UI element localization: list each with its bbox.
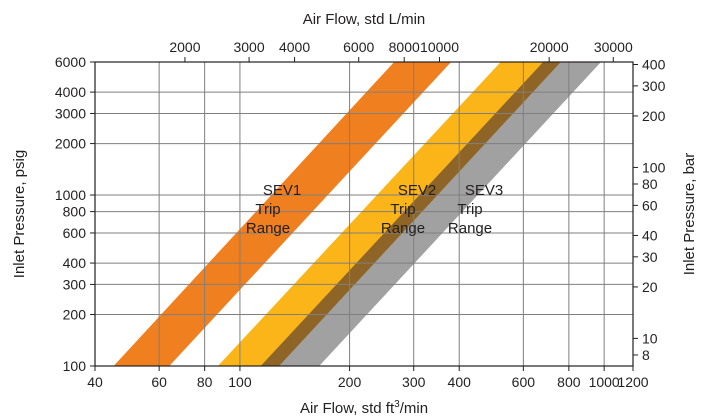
- x-bottom-tick-400: 400: [448, 374, 472, 390]
- x-top-tick-10000: 10000: [420, 39, 459, 55]
- x-top-axis-title: Air Flow, std L/min: [303, 11, 426, 28]
- x-bottom-tick-100: 100: [228, 374, 252, 390]
- x-bottom-tick-200: 200: [338, 374, 362, 390]
- y-left-tick-800: 800: [63, 204, 87, 220]
- x-bottom-title-prefix: Air Flow, std ft: [300, 400, 395, 417]
- x-top-tick-3000: 3000: [233, 39, 264, 55]
- band-label-line: Trip: [255, 201, 280, 218]
- y-right-tick-40: 40: [642, 227, 658, 243]
- band-label-line: Range: [381, 220, 425, 237]
- x-bottom-tick-80: 80: [197, 374, 213, 390]
- x-bottom-tick-60: 60: [151, 374, 167, 390]
- band-label-line: Trip: [390, 201, 415, 218]
- x-bottom-title-sup: 3: [394, 399, 400, 410]
- y-left-tick-300: 300: [63, 276, 87, 292]
- grid-lines: [95, 62, 633, 366]
- x-bottom-tick-600: 600: [512, 374, 536, 390]
- y-left-tick-600: 600: [63, 225, 87, 241]
- y-left-tick-3000: 3000: [55, 105, 86, 121]
- band-1: [113, 62, 452, 366]
- y-left-tick-200: 200: [63, 307, 87, 323]
- x-bottom-tick-1200: 1200: [617, 374, 648, 390]
- y-right-tick-100: 100: [642, 159, 666, 175]
- trip-range-bands: [113, 62, 601, 366]
- x-top-tick-8000: 8000: [389, 39, 420, 55]
- y-left-tick-4000: 4000: [55, 84, 86, 100]
- y-right-axis-title: Inlet Pressure, bar: [681, 153, 698, 276]
- plot-frame: [94, 61, 634, 367]
- x-bottom-tick-40: 40: [87, 374, 103, 390]
- y-right-tick-80: 80: [642, 176, 658, 192]
- y-right-tick-20: 20: [642, 279, 658, 295]
- y-right-tick-10: 10: [642, 330, 658, 346]
- x-top-tick-30000: 30000: [594, 39, 633, 55]
- y-left-axis-title: Inlet Pressure, psig: [11, 150, 28, 278]
- band-label-line: Range: [448, 220, 492, 237]
- y-left-tick-400: 400: [63, 255, 87, 271]
- band-label-3: SEV3 Trip Range: [448, 182, 503, 237]
- y-left-tick-1000: 1000: [55, 187, 86, 203]
- band-overlap: [260, 62, 561, 366]
- band-label-line: SEV2: [398, 182, 436, 199]
- x-top-tick-20000: 20000: [530, 39, 569, 55]
- x-top-tick-2000: 2000: [169, 39, 200, 55]
- y-left-tick-100: 100: [63, 358, 87, 374]
- band-labels: SEV1 Trip Range SEV2 Trip Range SEV3 Trip Range: [246, 182, 503, 237]
- band-label-line: Trip: [457, 201, 482, 218]
- x-bottom-title-suffix: /min: [400, 400, 428, 417]
- y-right-tick-400: 400: [642, 56, 666, 72]
- x-bottom-tick-300: 300: [402, 374, 426, 390]
- x-top-tick-6000: 6000: [343, 39, 374, 55]
- x-bottom-tick-1000: 1000: [589, 374, 620, 390]
- y-right-tick-30: 30: [642, 249, 658, 265]
- y-right-tick-8: 8: [642, 347, 650, 363]
- y-right-tick-200: 200: [642, 108, 666, 124]
- y-right-tick-60: 60: [642, 197, 658, 213]
- band-label-2: SEV2 Trip Range: [381, 182, 436, 237]
- band-label-line: Range: [246, 220, 290, 237]
- band-label-1: SEV1 Trip Range: [246, 182, 301, 237]
- x-top-tick-4000: 4000: [279, 39, 310, 55]
- y-left-tick-2000: 2000: [55, 136, 86, 152]
- y-right-tick-300: 300: [642, 78, 666, 94]
- band-label-line: SEV1: [263, 182, 301, 199]
- x-bottom-tick-800: 800: [557, 374, 581, 390]
- band-label-line: SEV3: [465, 182, 503, 199]
- y-left-tick-6000: 6000: [55, 54, 86, 70]
- x-top-tick-labels: 2000 3000 4000 6000 8000 10000 20000 30000: [169, 39, 633, 62]
- x-bottom-axis-title: Air Flow, std ft3/min: [300, 399, 428, 417]
